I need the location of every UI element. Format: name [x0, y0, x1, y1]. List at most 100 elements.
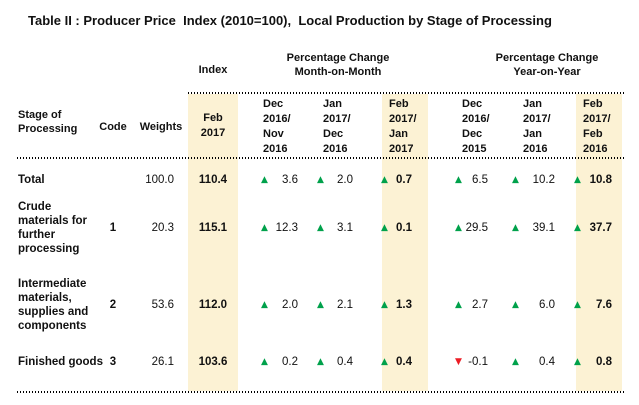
- pct-value: 29.5: [465, 222, 488, 234]
- trend-arrow-icon: ▲: [455, 299, 462, 310]
- yoy-change-cell: ▲ 0.4: [512, 356, 555, 368]
- index-value: 112.0: [198, 299, 228, 311]
- pct-value: 0.8: [596, 356, 612, 368]
- yoy-change-cell: ▲ 39.1: [512, 222, 555, 234]
- trend-arrow-icon: ▲: [455, 174, 462, 185]
- divider-header-dotted-line: [17, 157, 624, 159]
- pct-value: 3.1: [337, 222, 353, 234]
- mom-change-cell: ▲ 0.7: [381, 174, 412, 186]
- trend-arrow-icon: ▲: [317, 174, 324, 185]
- column-header-weights: Weights: [139, 121, 183, 133]
- pct-value: 37.7: [589, 222, 612, 234]
- pct-value: 7.6: [596, 299, 612, 311]
- stage-label: Crude materials for further processing: [18, 201, 88, 255]
- trend-arrow-icon: ▲: [574, 299, 581, 310]
- code-value: 1: [109, 222, 117, 234]
- weights-value: 100.0: [145, 174, 174, 186]
- pct-value: 0.7: [396, 174, 412, 186]
- weights-value: 53.6: [151, 299, 174, 311]
- trend-arrow-icon: ▲: [381, 356, 388, 367]
- pct-value: 2.1: [337, 299, 353, 311]
- column-header-mom-jan2017-dec2016: Jan 2017/ Dec 2016: [323, 98, 351, 155]
- mom-change-cell: ▲ 3.6: [261, 174, 298, 186]
- mom-change-cell: ▲ 1.3: [381, 299, 412, 311]
- stage-label: Intermediate materials, supplies and com…: [18, 278, 89, 332]
- pct-value: 2.0: [337, 174, 353, 186]
- trend-arrow-icon: ▲: [512, 174, 519, 185]
- yoy-change-cell: ▲ 7.6: [574, 299, 612, 311]
- trend-arrow-icon: ▲: [381, 222, 388, 233]
- column-header-yoy-jan2017-jan2016: Jan 2017/ Jan 2016: [523, 98, 551, 155]
- weights-value: 20.3: [151, 222, 174, 234]
- yoy-change-cell: ▲ 10.8: [574, 174, 612, 186]
- index-value: 115.1: [198, 222, 228, 234]
- yoy-change-cell: ▲ 2.7: [455, 299, 488, 311]
- index-value: 110.4: [198, 174, 228, 186]
- table-row-intermediate-materials: Intermediate materials, supplies and com…: [0, 276, 639, 334]
- mom-change-cell: ▲ 2.1: [317, 299, 353, 311]
- mom-change-cell: ▲ 2.0: [261, 299, 298, 311]
- index-value: 103.6: [198, 356, 228, 368]
- trend-arrow-icon: ▲: [261, 174, 268, 185]
- stage-label: Finished goods: [18, 356, 103, 368]
- table-row-crude-materials: Crude materials for further processing 1…: [0, 198, 639, 258]
- pct-value: 12.3: [275, 222, 298, 234]
- highlight-band-yoy-feb2017: [576, 94, 622, 391]
- trend-arrow-icon: ▲: [574, 174, 581, 185]
- column-header-yoy-feb2017-feb2016: Feb 2017/ Feb 2016: [583, 98, 611, 155]
- highlight-band-mom-feb2017: [382, 94, 428, 391]
- trend-arrow-icon: ▲: [261, 356, 268, 367]
- trend-arrow-icon: ▲: [381, 299, 388, 310]
- pct-value: 1.3: [396, 299, 412, 311]
- divider-bottom-dotted-line: [17, 391, 624, 393]
- pct-value: 2.7: [472, 299, 488, 311]
- trend-arrow-icon: ▲: [261, 222, 268, 233]
- pct-value: 2.0: [282, 299, 298, 311]
- trend-arrow-icon: ▲: [381, 174, 388, 185]
- mom-change-cell: ▲ 0.1: [381, 222, 412, 234]
- yoy-change-cell: ▲ 6.5: [455, 174, 488, 186]
- yoy-change-cell: ▼ -0.1: [455, 356, 488, 368]
- table-row-finished-goods: Finished goods 3 26.1 103.6 ▲ 0.2 ▲ 0.4 …: [0, 350, 639, 374]
- column-header-mom-dec2016-nov2016: Dec 2016/ Nov 2016: [263, 98, 291, 155]
- pct-value: 39.1: [532, 222, 555, 234]
- mom-change-cell: ▲ 0.2: [261, 356, 298, 368]
- column-header-code: Code: [99, 121, 127, 133]
- yoy-change-cell: ▲ 37.7: [574, 222, 612, 234]
- column-header-index-feb2017: Feb 2017: [200, 112, 226, 139]
- mom-change-cell: ▲ 12.3: [261, 222, 298, 234]
- mom-change-cell: ▲ 0.4: [381, 356, 412, 368]
- trend-arrow-icon: ▲: [455, 222, 462, 233]
- pct-value: -0.1: [468, 356, 488, 368]
- pct-value: 6.5: [472, 174, 488, 186]
- trend-arrow-icon: ▲: [317, 299, 324, 310]
- pct-value: 0.4: [539, 356, 555, 368]
- mom-change-cell: ▲ 3.1: [317, 222, 353, 234]
- table-title: Table II : Producer Price Index (2010=10…: [28, 13, 552, 28]
- trend-arrow-icon: ▲: [574, 356, 581, 367]
- pct-value: 6.0: [539, 299, 555, 311]
- column-header-yoy-dec2016-dec2015: Dec 2016/ Dec 2015: [462, 98, 490, 155]
- pct-value: 3.6: [282, 174, 298, 186]
- trend-arrow-icon: ▲: [574, 222, 581, 233]
- highlight-band-index-feb2017: [188, 94, 238, 391]
- pct-value: 0.2: [282, 356, 298, 368]
- trend-arrow-icon: ▲: [512, 222, 519, 233]
- pct-value: 10.2: [532, 174, 555, 186]
- mom-change-cell: ▲ 0.4: [317, 356, 353, 368]
- code-value: 2: [109, 299, 117, 311]
- yoy-change-cell: ▲ 0.8: [574, 356, 612, 368]
- trend-arrow-icon: ▲: [261, 299, 268, 310]
- pct-value: 0.4: [396, 356, 412, 368]
- yoy-change-cell: ▲ 10.2: [512, 174, 555, 186]
- yoy-change-cell: ▲ 29.5: [455, 222, 488, 234]
- trend-arrow-icon: ▲: [317, 222, 324, 233]
- mom-change-cell: ▲ 2.0: [317, 174, 353, 186]
- pct-value: 10.8: [589, 174, 612, 186]
- trend-arrow-icon: ▼: [455, 356, 462, 367]
- trend-arrow-icon: ▲: [512, 356, 519, 367]
- group-header-year-on-year: Percentage Change Year-on-Year: [495, 52, 599, 78]
- group-header-index: Index: [198, 64, 228, 76]
- column-header-stage-of-processing: Stage of Processing: [18, 109, 78, 135]
